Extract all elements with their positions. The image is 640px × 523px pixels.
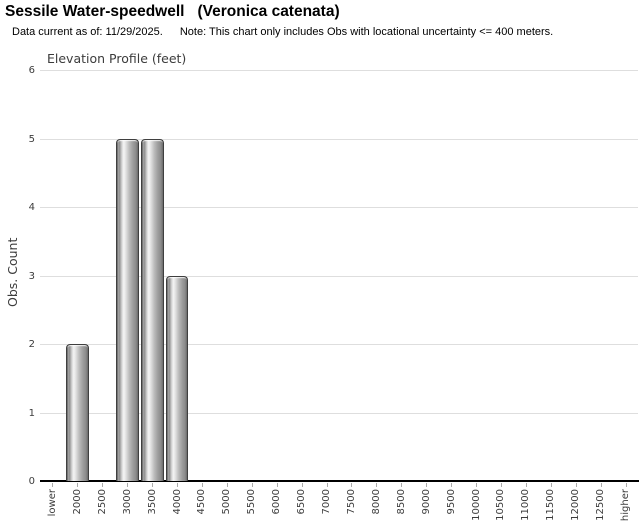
gridline-3 [40,275,638,277]
bar-3000 [115,138,139,481]
bar-2000 [65,344,89,481]
x-tick-11500 [550,483,552,487]
x-axis-label-8500: 8500 [395,489,407,515]
x-tick-7000 [326,483,328,487]
data-current-date: Data current as of: 11/29/2025. [12,26,163,38]
x-axis-label-3000: 3000 [121,489,133,515]
x-tick-lower [52,483,54,487]
x-axis-label-6500: 6500 [296,489,308,515]
page-title: Sessile Water-speedwell (Veronica catenat… [5,3,340,21]
x-axis-label-4500: 4500 [196,489,208,515]
x-tick-3500 [152,483,154,487]
y-axis-label-2: 2 [28,339,35,350]
gridline-5 [40,138,638,140]
x-axis-label-7000: 7000 [321,489,333,515]
x-tick-9500 [451,483,453,487]
x-tick-4000 [177,483,179,487]
x-axis-label-12500: 12500 [595,489,607,521]
x-tick-4500 [201,483,203,487]
x-tick-9000 [426,483,428,487]
x-axis-line [40,480,639,482]
x-axis-label-9000: 9000 [420,489,432,515]
x-tick-8000 [376,483,378,487]
x-tick-12500 [600,483,602,487]
x-tick-11000 [525,483,527,487]
x-tick-3000 [127,483,129,487]
gridline-1 [40,412,638,414]
x-axis-label-4000: 4000 [171,489,183,515]
x-tick-5500 [251,483,253,487]
x-axis-label-2000: 2000 [71,489,83,515]
gridline-2 [40,344,638,345]
x-tick-5000 [226,483,228,487]
gridline-4 [40,207,638,208]
x-axis-label-5000: 5000 [221,489,233,515]
x-axis-label-lower: lower [46,489,58,517]
x-tick-2500 [102,483,104,487]
x-axis-label-11500: 11500 [545,489,557,521]
y-axis-label-6: 6 [28,65,35,76]
x-axis-label-6000: 6000 [271,489,283,515]
bar-4000 [165,275,189,481]
x-tick-6000 [276,483,278,487]
x-tick-10500 [500,483,502,487]
x-tick-8500 [401,483,403,487]
x-axis-label-8000: 8000 [370,489,382,515]
x-tick-10000 [476,483,478,487]
x-axis-label-2500: 2500 [96,489,108,515]
species-scientific-name: (Veronica catenata) [197,3,340,20]
species-common-name: Sessile Water-speedwell [5,3,185,20]
x-axis-label-10000: 10000 [470,489,482,521]
uncertainty-note: Note: This chart only includes Obs with … [179,26,554,38]
x-tick-2000 [77,483,79,487]
x-axis-label-9500: 9500 [445,489,457,515]
x-axis-label-7500: 7500 [345,489,357,515]
y-axis-label-3: 3 [28,270,35,282]
x-tick-6500 [301,483,303,487]
x-axis-label-3500: 3500 [146,489,158,515]
x-tick-12000 [575,483,577,487]
bar-3500 [140,138,164,481]
x-axis-label-higher: higher [620,489,632,522]
y-axis-label-4: 4 [28,202,35,213]
subtitle: Data current as of: 11/29/2025. Note: Thi… [12,26,553,38]
x-tick-7500 [351,483,353,487]
y-axis-label-1: 1 [28,407,35,419]
gridline-6 [40,70,638,71]
y-axis-label-5: 5 [28,133,35,145]
x-axis-label-11000: 11000 [520,489,532,521]
y-axis-label-0: 0 [28,476,35,487]
x-axis-label-5500: 5500 [246,489,258,515]
chart-title: Elevation Profile (feet) [47,51,187,66]
x-axis-label-10500: 10500 [495,489,507,521]
x-tick-higher [625,483,627,487]
x-axis-label-12000: 12000 [570,489,582,521]
